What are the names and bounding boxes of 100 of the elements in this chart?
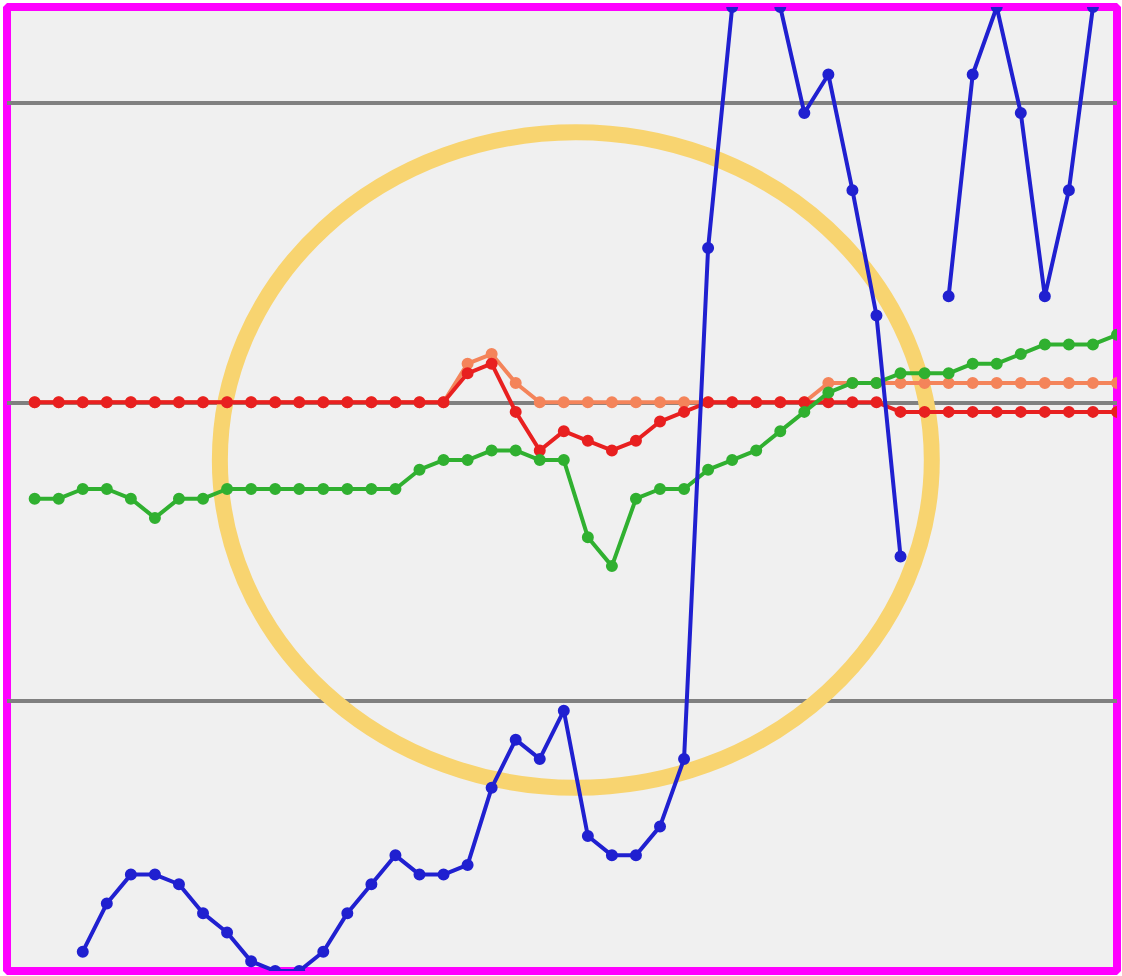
point: [798, 405, 811, 418]
point: [822, 396, 835, 409]
point: [1086, 376, 1099, 389]
point: [702, 463, 715, 476]
point: [389, 483, 402, 495]
point: [221, 926, 234, 939]
point: [172, 492, 185, 505]
point: [197, 907, 210, 920]
point: [605, 560, 618, 573]
point: [124, 492, 137, 505]
point: [365, 878, 378, 891]
point: [942, 290, 955, 303]
point: [1062, 338, 1075, 351]
point: [533, 752, 546, 765]
point: [197, 492, 210, 505]
point: [557, 704, 570, 717]
point: [629, 434, 642, 447]
point: [533, 444, 546, 457]
point: [100, 897, 113, 910]
point: [581, 830, 594, 843]
point: [966, 357, 979, 370]
point: [1014, 348, 1027, 361]
point: [774, 425, 787, 438]
point: [678, 483, 691, 495]
point: [245, 483, 258, 495]
point: [918, 367, 931, 380]
point: [1014, 107, 1027, 120]
point: [557, 396, 570, 409]
point: [317, 945, 330, 958]
point: [822, 386, 835, 399]
point: [221, 483, 234, 495]
point: [1062, 405, 1075, 418]
point: [629, 396, 642, 409]
point: [629, 849, 642, 862]
point: [1014, 405, 1027, 418]
point: [605, 396, 618, 409]
point: [557, 425, 570, 438]
point: [1038, 405, 1051, 418]
point: [750, 444, 763, 457]
point: [870, 309, 883, 322]
point: [461, 454, 474, 467]
point: [942, 367, 955, 380]
point: [678, 405, 691, 418]
point: [533, 454, 546, 467]
point: [148, 511, 161, 524]
point: [557, 454, 570, 467]
point: [702, 242, 715, 254]
point: [509, 376, 522, 389]
point: [341, 907, 354, 920]
point: [726, 454, 739, 467]
point: [437, 868, 450, 881]
point: [654, 396, 667, 409]
point: [846, 396, 859, 409]
point: [605, 849, 618, 862]
point: [990, 405, 1003, 418]
point: [485, 781, 498, 794]
point: [942, 405, 955, 418]
point: [1038, 290, 1051, 303]
point: [966, 68, 979, 81]
point: [365, 483, 378, 495]
point: [413, 463, 426, 476]
point: [581, 396, 594, 409]
point: [52, 492, 65, 505]
point: [461, 858, 474, 871]
point: [629, 492, 642, 505]
point: [509, 444, 522, 457]
point: [269, 483, 282, 495]
point: [581, 434, 594, 447]
point: [678, 752, 691, 765]
point: [966, 376, 979, 389]
point: [966, 405, 979, 418]
point: [172, 878, 185, 891]
point: [870, 396, 883, 409]
point: [485, 444, 498, 457]
point: [389, 849, 402, 862]
point: [894, 367, 907, 380]
point: [461, 367, 474, 380]
point: [413, 868, 426, 881]
point: [1038, 338, 1051, 351]
point: [245, 955, 258, 968]
point: [1086, 405, 1099, 418]
point: [894, 405, 907, 418]
point: [293, 483, 306, 495]
point: [1062, 184, 1075, 197]
point: [918, 405, 931, 418]
point: [100, 483, 113, 495]
point: [990, 376, 1003, 389]
point: [437, 454, 450, 467]
point: [798, 107, 811, 120]
point: [822, 68, 835, 81]
point: [1038, 376, 1051, 389]
point: [317, 483, 330, 495]
point: [533, 396, 546, 409]
point: [1086, 338, 1099, 351]
point: [581, 531, 594, 544]
point: [894, 550, 907, 563]
point: [509, 405, 522, 418]
point: [654, 415, 667, 428]
point: [654, 820, 667, 833]
point: [148, 868, 161, 881]
